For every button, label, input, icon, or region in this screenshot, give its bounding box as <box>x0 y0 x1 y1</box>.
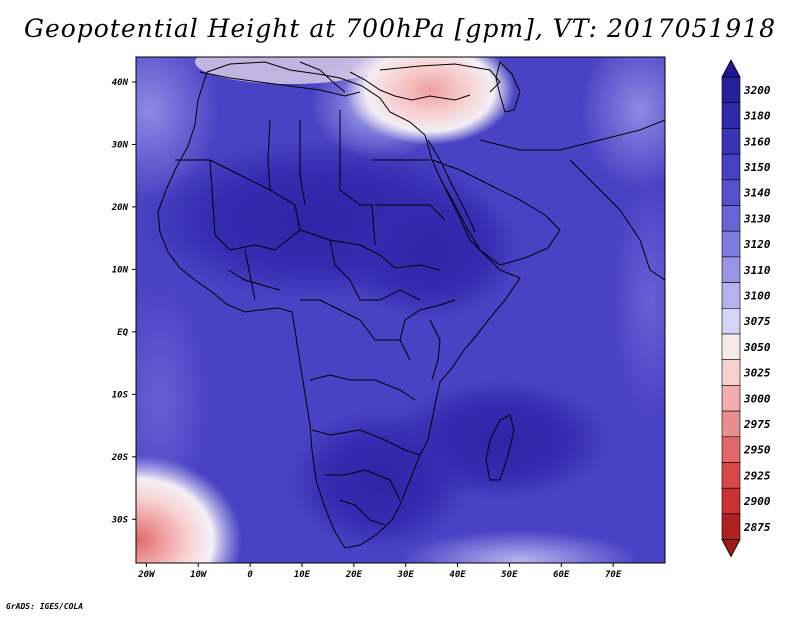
plot-frame <box>135 56 666 564</box>
y-tick-label: 20S <box>111 453 129 463</box>
colorbar-bottom-arrow <box>721 539 741 558</box>
colorbar: 3200 3180 3160 3150 3140 3130 3120 3110 3100 3075… <box>721 59 771 558</box>
colorbar-swatch <box>721 410 741 438</box>
colorbar-label: 3140 <box>743 187 771 200</box>
y-tick-label: 40N <box>112 78 129 88</box>
colorbar-label: 3110 <box>743 264 771 277</box>
colorbar-swatch <box>721 359 741 386</box>
colorbar-swatch <box>721 128 741 155</box>
colorbar-swatch <box>721 102 741 129</box>
x-tick-label: 20E <box>345 570 363 580</box>
colorbar-swatch <box>721 76 741 104</box>
x-tick-label: 0 <box>247 570 253 580</box>
x-tick-label: 70E <box>605 570 622 580</box>
colorbar-label: 3160 <box>743 135 771 148</box>
colorbar-label: 3075 <box>743 315 771 328</box>
colorbar-label: 3180 <box>743 110 771 123</box>
colorbar-swatch <box>721 487 741 515</box>
colorbar-swatch <box>721 436 741 463</box>
x-axis: 20W 10W 0 10E 20E 30E 40E 50E 60E 70E <box>137 563 622 580</box>
height-field <box>136 57 665 563</box>
y-tick-label: 10S <box>112 390 129 400</box>
colorbar-swatch <box>721 513 741 540</box>
colorbar-swatch <box>721 179 741 206</box>
y-tick-label: 30S <box>111 515 129 525</box>
colorbar-label: 2950 <box>743 444 771 457</box>
x-tick-label: 10W <box>190 570 208 580</box>
y-tick-label: 20N <box>111 203 129 213</box>
colorbar-swatch <box>721 205 741 232</box>
grads-credit: GrADS: IGES/COLA <box>6 602 84 611</box>
map-title: Geopotential Height at 700hPa [gpm], VT:… <box>23 14 777 43</box>
colorbar-swatch <box>721 256 741 283</box>
colorbar-label: 3130 <box>743 212 771 225</box>
colorbar-swatch <box>721 385 741 412</box>
y-tick-label: 10N <box>112 265 129 275</box>
colorbar-top-arrow <box>721 59 741 78</box>
colorbar-label: 2925 <box>743 469 771 482</box>
colorbar-swatch <box>721 153 741 181</box>
colorbar-label: 3120 <box>743 238 771 251</box>
colorbar-label: 2975 <box>743 418 771 431</box>
colorbar-swatch <box>721 230 741 258</box>
colorbar-label: 3025 <box>743 367 771 380</box>
colorbar-label: 3100 <box>743 289 771 302</box>
colorbar-label: 3200 <box>743 84 771 97</box>
x-tick-label: 50E <box>501 570 518 580</box>
colorbar-label: 3000 <box>743 392 771 405</box>
x-tick-label: 30E <box>397 570 415 580</box>
y-axis: 40N 30N 20N 10N EQ 10S 20S 30S <box>111 78 136 525</box>
x-tick-label: 10E <box>294 570 311 580</box>
x-tick-label: 40E <box>449 570 466 580</box>
colorbar-label: 2900 <box>743 495 771 508</box>
coastlines <box>157 61 665 549</box>
colorbar-swatch <box>721 282 741 309</box>
colorbar-label: 2875 <box>743 521 771 534</box>
colorbar-label: 3050 <box>743 341 771 354</box>
y-tick-label: 30N <box>111 140 129 150</box>
colorbar-swatch <box>721 307 741 335</box>
x-tick-label: 60E <box>553 570 570 580</box>
x-tick-label: 20W <box>137 570 156 580</box>
colorbar-swatch <box>721 333 741 361</box>
colorbar-label: 3150 <box>743 161 771 174</box>
colorbar-swatch <box>721 462 741 489</box>
y-tick-label: EQ <box>117 328 128 338</box>
